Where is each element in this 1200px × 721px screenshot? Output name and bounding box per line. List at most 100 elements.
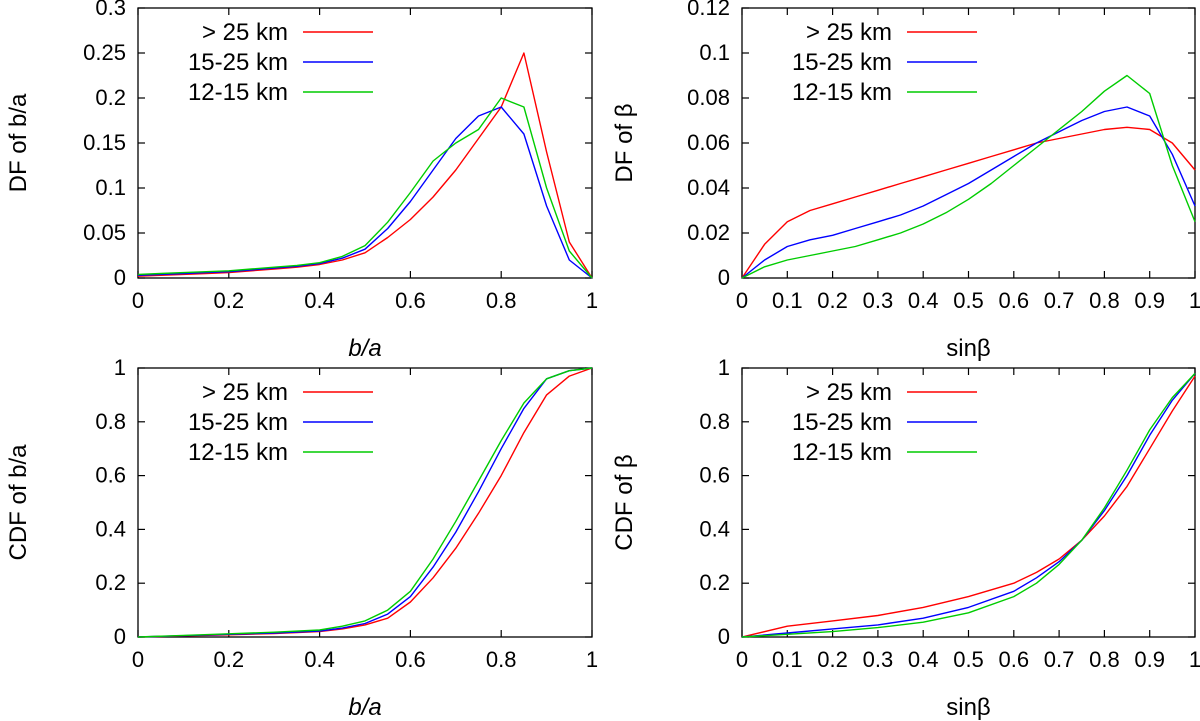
x-tick-label: 0.5 xyxy=(953,288,984,313)
y-axis-label: CDF of β xyxy=(611,454,638,550)
series-line-2 xyxy=(741,372,1196,638)
y-tick-label: 0.2 xyxy=(95,85,126,110)
x-tick-label: 0.9 xyxy=(1134,647,1165,672)
series-line-1 xyxy=(741,126,1196,279)
x-tick-label: 0.4 xyxy=(304,647,335,672)
x-tick-label: 0.4 xyxy=(908,288,939,313)
x-tick-label: 0.2 xyxy=(817,647,848,672)
legend-label: 12-15 km xyxy=(188,79,288,106)
series-line-3 xyxy=(741,74,1196,279)
x-tick-label: 0.6 xyxy=(395,647,426,672)
x-tick-label: 0.6 xyxy=(999,288,1030,313)
y-tick-label: 0.6 xyxy=(699,463,730,488)
x-axis-label: sinβ xyxy=(946,694,990,721)
series-line-3 xyxy=(741,372,1196,638)
legend-label: 15-25 km xyxy=(188,409,288,436)
chart-panel-2: 0 0.1 0.2 0.3 0.4 0.5 0.6 0.7 0.8 0.9 1 0 0.02 0.04 0.… xyxy=(611,0,1200,362)
y-tick-label: 0.02 xyxy=(687,220,730,245)
y-tick-label: 0.15 xyxy=(83,130,126,155)
y-tick-label: 0.08 xyxy=(687,85,730,110)
x-tick-label: 0.9 xyxy=(1134,288,1165,313)
x-tick-label: 0.8 xyxy=(486,288,517,313)
x-tick-label: 0.2 xyxy=(214,288,245,313)
x-tick-label: 0.3 xyxy=(863,288,894,313)
legend: > 25 km 15-25 km 12-15 km xyxy=(792,379,977,466)
chart-panel-4: 0 0.1 0.2 0.3 0.4 0.5 0.6 0.7 0.8 0.9 1 0 0.2 0.4 0.6 0… xyxy=(611,355,1200,721)
y-tick-label: 0 xyxy=(718,265,730,290)
series-line-1 xyxy=(741,375,1196,638)
y-tick-label: 0.06 xyxy=(687,130,730,155)
x-axis-label: b/a xyxy=(348,335,381,362)
y-tick-label: 0.8 xyxy=(95,409,126,434)
legend-label: 12-15 km xyxy=(188,439,288,466)
legend-label: 15-25 km xyxy=(188,49,288,76)
y-tick-label: 0.4 xyxy=(699,516,730,541)
x-tick-label: 0.8 xyxy=(1089,288,1120,313)
legend-label: > 25 km xyxy=(202,19,288,46)
series-line-3 xyxy=(137,97,593,279)
legend-label: > 25 km xyxy=(806,19,892,46)
x-axis-label: b/a xyxy=(348,694,381,721)
y-tick-label: 0.8 xyxy=(699,409,730,434)
y-tick-label: 0.3 xyxy=(95,0,126,20)
x-tick-label: 0.7 xyxy=(1044,647,1075,672)
y-tick-label: 0.2 xyxy=(699,570,730,595)
x-tick-label: 0.1 xyxy=(772,288,803,313)
x-tick-label: 0.8 xyxy=(486,647,517,672)
y-tick-label: 0.25 xyxy=(83,40,126,65)
legend-label: 12-15 km xyxy=(792,439,892,466)
legend: > 25 km 15-25 km 12-15 km xyxy=(188,379,373,466)
x-tick-label: 0 xyxy=(132,647,144,672)
y-tick-label: 0.12 xyxy=(687,0,730,20)
y-tick-label: 0.1 xyxy=(699,40,730,65)
chart-panel-1: 0 0.2 0.4 0.6 0.8 1 0 0.05 0.1 0.15 0.2 0.25 0.3 b/a D… xyxy=(5,0,598,362)
x-tick-label: 0.2 xyxy=(214,647,245,672)
x-tick-label: 0.5 xyxy=(953,647,984,672)
y-tick-label: 0.6 xyxy=(95,463,126,488)
legend: > 25 km 15-25 km 12-15 km xyxy=(792,19,977,106)
x-tick-label: 0.3 xyxy=(863,647,894,672)
y-tick-label: 0 xyxy=(114,624,126,649)
x-tick-label: 0.4 xyxy=(304,288,335,313)
x-tick-label: 0.1 xyxy=(772,647,803,672)
y-tick-label: 0 xyxy=(718,624,730,649)
chart-panel-3: 0 0.2 0.4 0.6 0.8 1 0 0.2 0.4 0.6 0.8 1 b/a CDF of b/… xyxy=(5,355,598,721)
plot-frame xyxy=(137,367,593,638)
x-tick-label: 0 xyxy=(736,288,748,313)
y-axis-label: DF of β xyxy=(611,103,638,182)
x-tick-label: 0.6 xyxy=(999,647,1030,672)
x-tick-label: 0 xyxy=(736,647,748,672)
legend-label: > 25 km xyxy=(202,379,288,406)
legend: > 25 km 15-25 km 12-15 km xyxy=(188,19,373,106)
x-tick-label: 0.8 xyxy=(1089,647,1120,672)
legend-label: 15-25 km xyxy=(792,409,892,436)
x-tick-label: 0.2 xyxy=(817,288,848,313)
series-line-2 xyxy=(741,106,1196,279)
y-tick-label: 0.2 xyxy=(95,570,126,595)
series-line-3 xyxy=(137,367,593,638)
x-tick-label: 1 xyxy=(586,288,598,313)
x-tick-label: 1 xyxy=(586,647,598,672)
y-tick-label: 0.04 xyxy=(687,175,730,200)
y-tick-label: 1 xyxy=(114,355,126,380)
x-tick-label: 0.6 xyxy=(395,288,426,313)
legend-label: 15-25 km xyxy=(792,49,892,76)
x-tick-label: 0.4 xyxy=(908,647,939,672)
y-tick-label: 1 xyxy=(718,355,730,380)
x-axis-label: sinβ xyxy=(946,335,990,362)
y-tick-label: 0 xyxy=(114,265,126,290)
y-tick-label: 0.1 xyxy=(95,175,126,200)
y-axis-label: DF of b/a xyxy=(5,93,32,192)
y-axis-label: CDF of b/a xyxy=(5,444,32,561)
series-line-1 xyxy=(137,52,593,279)
legend-label: > 25 km xyxy=(806,379,892,406)
x-tick-label: 1 xyxy=(1189,288,1200,313)
x-tick-label: 1 xyxy=(1189,647,1200,672)
x-tick-label: 0.7 xyxy=(1044,288,1075,313)
x-tick-label: 0 xyxy=(132,288,144,313)
y-tick-label: 0.05 xyxy=(83,220,126,245)
legend-label: 12-15 km xyxy=(792,79,892,106)
y-tick-label: 0.4 xyxy=(95,516,126,541)
series-line-2 xyxy=(137,106,593,279)
